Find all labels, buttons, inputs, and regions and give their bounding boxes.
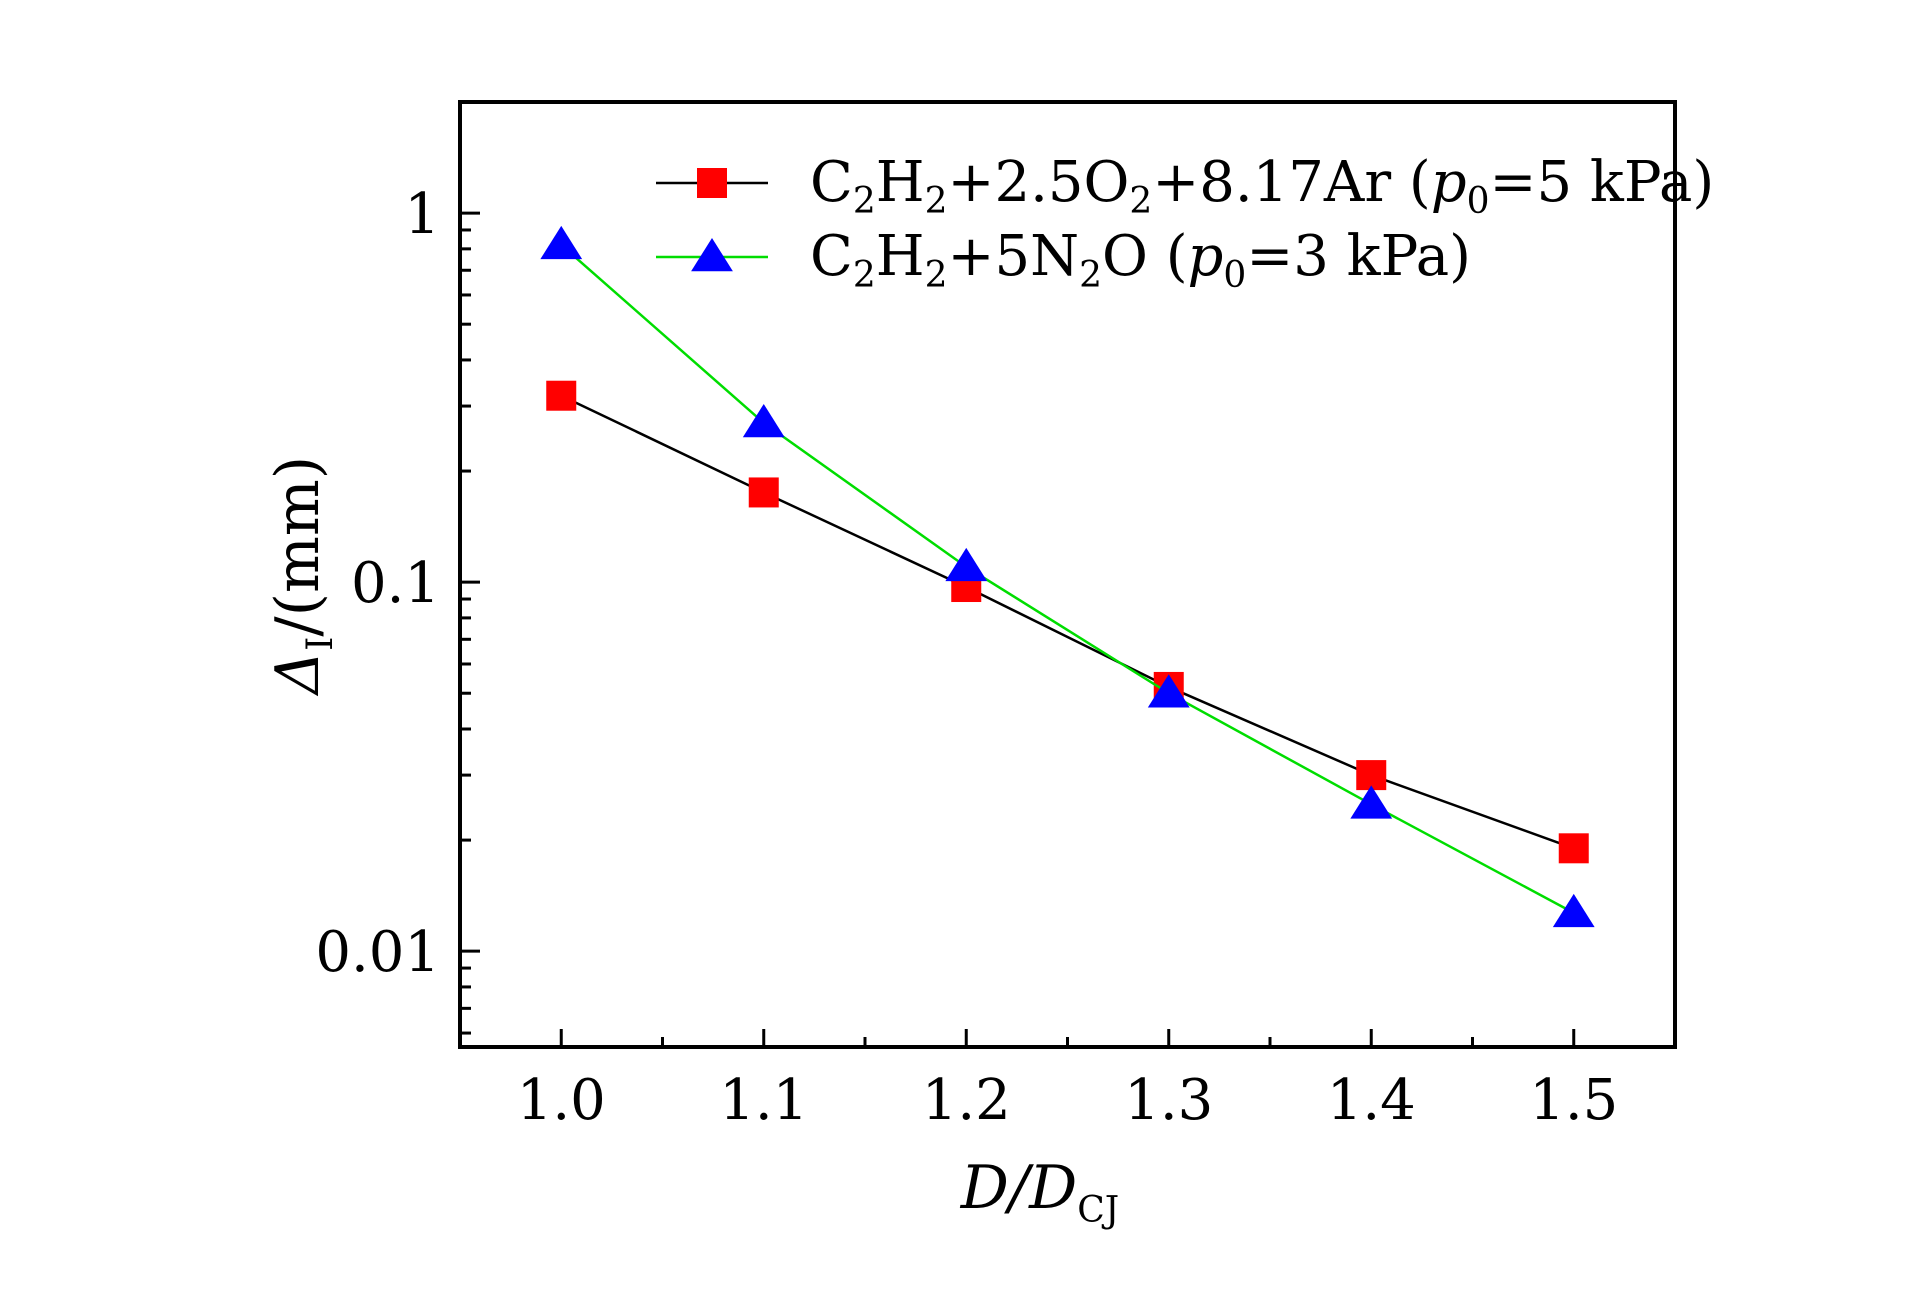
y-axis-title-sub: I — [300, 637, 341, 651]
y-axis-title: ΔI/(mm) — [263, 456, 341, 696]
series-1-point — [546, 380, 577, 411]
y-axis-title-main: Δ — [263, 651, 333, 696]
legend-label-1: C2H2+2.5O2+8.17Ar (p0=5 kPa) — [810, 150, 1714, 222]
series-1-point — [1356, 760, 1387, 791]
legend-marker-1 — [697, 168, 727, 198]
y-tick-label: 0.01 — [315, 920, 440, 985]
x-tick-label: 1.1 — [719, 1068, 808, 1133]
y-tick-label: 0.1 — [351, 551, 440, 616]
series-2-point — [742, 403, 785, 438]
x-axis-title-sub: CJ — [1077, 1190, 1119, 1231]
x-tick-label: 1.0 — [517, 1068, 606, 1133]
series-line-1 — [560, 394, 1575, 850]
x-axis-title-main: D/D — [960, 1153, 1077, 1223]
y-axis-title-rest: /(mm) — [263, 456, 333, 637]
series-1-point — [1558, 833, 1589, 864]
plot-frame — [458, 100, 1677, 1049]
series-2-point — [945, 547, 988, 582]
series-2-point — [1552, 893, 1595, 928]
legend: C2H2+2.5O2+8.17Ar (p0=5 kPa)C2H2+5N2O (p… — [656, 150, 1714, 296]
legend-label-2: C2H2+5N2O (p0=3 kPa) — [810, 224, 1471, 296]
legend-marker-2 — [691, 238, 733, 272]
series-2-point — [1350, 785, 1393, 819]
x-tick-label: 1.5 — [1529, 1068, 1618, 1133]
series-2-point — [540, 225, 583, 260]
x-tick-label: 1.2 — [922, 1068, 1011, 1133]
x-axis-title: D/DCJ — [960, 1153, 1119, 1231]
series-2-point — [1147, 674, 1190, 708]
ticks-layer: 1.0 1.1 1.2 1.3 1.4 1.5 1 0.1 0.01 — [315, 182, 1618, 1133]
x-tick-label: 1.4 — [1327, 1068, 1416, 1133]
series-layer — [540, 225, 1595, 928]
x-tick-label: 1.3 — [1124, 1068, 1213, 1133]
series-line-2 — [560, 243, 1575, 914]
series-1-point — [748, 477, 779, 508]
y-tick-label: 1 — [404, 182, 440, 247]
